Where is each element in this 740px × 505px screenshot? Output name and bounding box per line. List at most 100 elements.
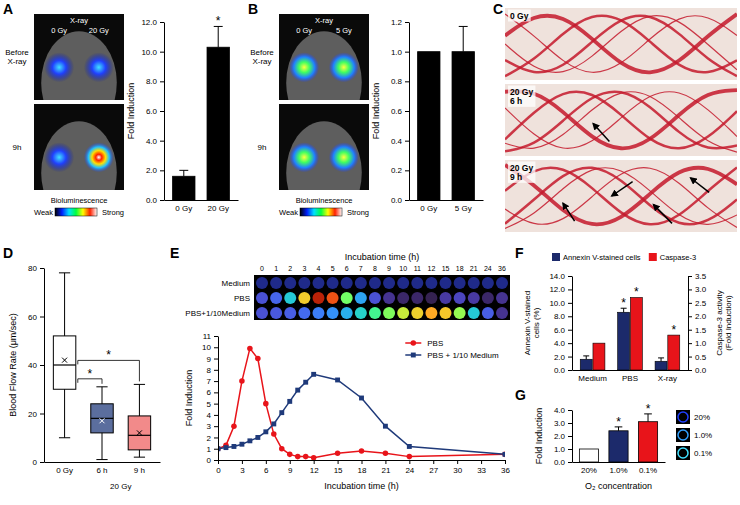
tick: 0.0 — [554, 458, 572, 467]
tick: PBS — [622, 370, 638, 383]
marker — [287, 399, 292, 404]
tick: 0 — [216, 460, 221, 475]
vessel — [505, 92, 737, 152]
row-label: PBS — [234, 294, 250, 303]
well — [383, 307, 395, 319]
row-label: Medium — [222, 279, 251, 288]
marker — [383, 424, 388, 429]
microscopy-image — [505, 8, 737, 80]
significance: * — [621, 296, 626, 310]
tick-mark — [214, 437, 218, 438]
tick-mark — [405, 141, 409, 142]
tick: 1.0 — [688, 339, 707, 348]
tick-mark — [214, 460, 218, 461]
tick-label: 15 — [334, 466, 343, 475]
tick: 8 — [207, 366, 218, 375]
marker — [359, 448, 365, 454]
tick-mark — [568, 370, 572, 371]
bar — [207, 47, 229, 200]
tick: 0.0 — [391, 196, 409, 205]
well — [312, 277, 324, 289]
tick-label: 4.0 — [554, 339, 566, 348]
well — [341, 277, 353, 289]
label: Strong — [347, 208, 369, 217]
tick: 3.0 — [554, 419, 572, 428]
tick-label: Medium — [578, 374, 607, 383]
image-bg — [505, 160, 737, 232]
row-label: BeforeX-ray — [250, 48, 274, 66]
tick: 2.0 — [554, 432, 572, 441]
tick-mark — [688, 330, 692, 331]
marker — [255, 356, 261, 362]
tick-label: 5 — [207, 400, 212, 409]
microscopy-panel: 20 Gy9 h — [505, 160, 737, 232]
tick: 6 h — [96, 462, 107, 475]
hour-label: 7 — [359, 265, 363, 272]
axis-line — [218, 337, 219, 461]
well — [298, 307, 310, 319]
vessel — [505, 168, 737, 229]
tick-label: 80 — [28, 264, 37, 273]
chart: 0.02.04.06.08.010.012.00 Gy20 GyFold Ind… — [126, 14, 239, 212]
marker — [335, 450, 341, 456]
marker — [247, 438, 252, 443]
microscopy-panel: 0 Gy — [505, 8, 737, 80]
tick-label: 1.2 — [391, 18, 403, 27]
well — [312, 292, 324, 304]
marker — [263, 429, 268, 434]
tick-mark — [405, 81, 409, 82]
well — [425, 307, 437, 319]
tick: 1.0 — [554, 445, 572, 454]
tick: 1.5 — [688, 326, 707, 335]
tick-mark — [214, 336, 218, 337]
bioluminescence-image — [279, 104, 369, 190]
tick-label: 9 h — [134, 466, 145, 475]
tick: 20 — [28, 410, 44, 419]
tick: 5 — [207, 400, 218, 409]
marker — [383, 450, 389, 456]
significance: * — [634, 285, 639, 299]
marker — [263, 401, 269, 407]
vessel — [505, 14, 737, 72]
tick-label: 0.0 — [695, 366, 707, 375]
tick-label: 0 Gy — [175, 204, 192, 213]
axis-line — [573, 462, 666, 463]
arrow — [653, 205, 672, 224]
bar — [609, 431, 628, 462]
inset-well — [678, 448, 688, 458]
bar — [452, 52, 474, 200]
inset-well — [678, 412, 688, 422]
vessel — [505, 168, 737, 228]
tick-label: 12.0 — [549, 285, 565, 294]
marker — [239, 442, 244, 447]
tick: 9 — [207, 355, 218, 364]
well — [355, 307, 367, 319]
tick: 1 — [207, 445, 218, 454]
legend-swatch — [552, 253, 560, 261]
axis-title: Incubation time (h) — [324, 481, 399, 491]
median — [91, 418, 113, 419]
image-bg — [505, 84, 737, 156]
panel-label: F — [515, 245, 524, 261]
marker — [271, 421, 276, 426]
well — [298, 277, 310, 289]
bioluminescence-image — [279, 14, 369, 100]
tick: 20% — [581, 462, 597, 475]
well — [369, 307, 381, 319]
well — [327, 292, 339, 304]
tick: 9 — [288, 460, 293, 475]
tick-label: 10.0 — [549, 299, 565, 308]
axis-line — [572, 277, 573, 371]
tick-mark — [568, 357, 572, 358]
group-label: 20 Gy — [110, 482, 131, 491]
label-bg — [508, 162, 535, 183]
plot-marks — [418, 26, 475, 200]
legend-marker — [411, 340, 417, 346]
tick: 6 — [207, 388, 218, 397]
tick-mark — [160, 170, 164, 171]
tick-mark — [568, 410, 572, 411]
bar — [173, 176, 195, 200]
well — [397, 277, 409, 289]
hour-label: 0 — [260, 265, 264, 272]
tick-mark — [405, 111, 409, 112]
